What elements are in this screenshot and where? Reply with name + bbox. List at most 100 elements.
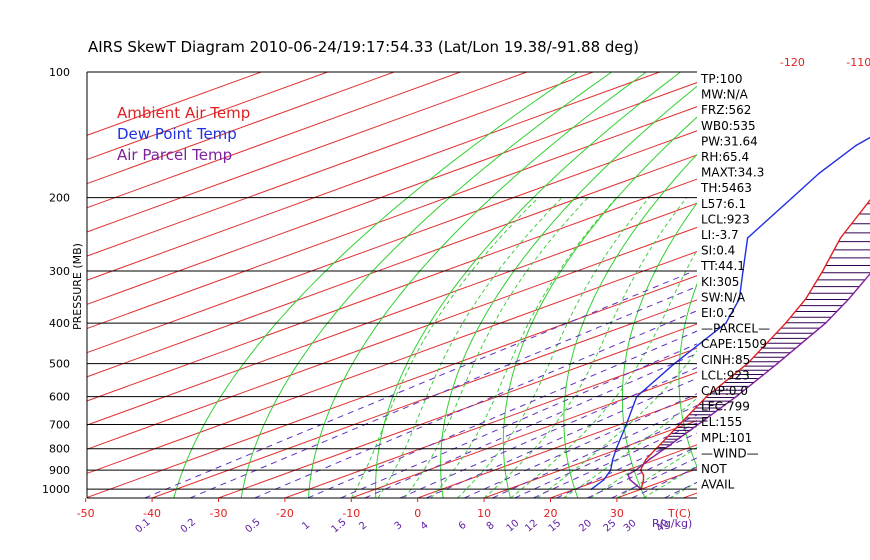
series-point-ambient-air-temp <box>746 362 749 365</box>
mixing-ratio-unit-label: R(g/kg) <box>652 517 692 530</box>
moist-adiabat-line <box>643 465 697 498</box>
series-point-ambient-air-temp <box>784 322 787 325</box>
mixing-ratio-tick-label: 0.2 <box>179 517 198 536</box>
bottom-temp-tick-label: 10 <box>477 507 491 520</box>
isotherm-line <box>87 72 660 281</box>
isotherm-line <box>87 72 395 185</box>
isotherm-line <box>417 395 697 498</box>
index-label: L57:6.1 <box>701 197 746 211</box>
isotherm-line <box>151 299 697 498</box>
index-label: TH:5463 <box>700 181 752 195</box>
isotherm-line <box>87 275 697 498</box>
mixing-ratio-line <box>254 310 697 498</box>
series-line-ambient-air-temp <box>639 199 870 490</box>
series-line-dew-point-temp <box>590 136 870 490</box>
top-temp-tick-label: -120 <box>780 56 805 69</box>
isotherm-line <box>87 82 697 305</box>
index-label: NOT <box>701 462 727 476</box>
legend-item-air-parcel-temp: Air Parcel Temp <box>117 146 232 164</box>
bottom-temp-tick-label: 30 <box>610 507 624 520</box>
bottom-temp-tick-label: -20 <box>276 507 294 520</box>
index-label: EI:0.2 <box>701 306 735 320</box>
isotherm-line <box>816 72 870 498</box>
pressure-tick-label: 900 <box>49 464 70 477</box>
index-label: FRZ:562 <box>701 103 751 117</box>
series-point-ambient-air-temp <box>821 270 824 272</box>
bottom-temp-tick-label: 0 <box>414 507 421 520</box>
index-label: LI:-3.7 <box>701 228 739 242</box>
moist-adiabat-line <box>457 197 650 498</box>
mixing-ratio-tick-label: 30 <box>622 518 639 535</box>
mixing-ratio-tick-label: 12 <box>523 518 540 535</box>
pressure-tick-label: 100 <box>49 66 70 79</box>
isotherm-line <box>87 72 461 209</box>
dry-adiabat-line <box>621 202 697 498</box>
bottom-temp-tick-label: -10 <box>342 507 360 520</box>
series-point-dew-point-temp <box>602 479 605 481</box>
mixing-ratio-line <box>364 352 697 498</box>
series-point-ambient-air-temp <box>804 298 807 300</box>
series-point-dew-point-temp <box>611 458 614 461</box>
index-label: RH:65.4 <box>701 150 749 164</box>
series-point-ambient-air-temp <box>839 237 842 239</box>
y-axis-label: PRESSURE (MB) <box>71 243 84 330</box>
mixing-ratio-line <box>340 343 697 498</box>
dry-adiabat-line <box>839 72 870 498</box>
series-line-air-parcel-temp <box>627 272 870 490</box>
mixing-ratio-tick-label: 3 <box>393 520 405 533</box>
index-label: —PARCEL— <box>701 322 770 336</box>
index-label: PW:31.64 <box>701 134 758 148</box>
isotherm-line <box>87 154 697 378</box>
index-label: EL:155 <box>701 415 742 429</box>
isotherm-line <box>87 202 697 426</box>
mixing-ratio-line <box>664 481 697 498</box>
pressure-tick-label: 300 <box>49 265 70 278</box>
mixing-ratio-tick-label: 4 <box>419 520 431 533</box>
moist-adiabat-line <box>563 397 697 498</box>
mixing-ratio-line <box>492 405 697 498</box>
series-point-dew-point-temp <box>818 172 820 175</box>
isotherm-line <box>87 72 527 233</box>
moist-adiabat-line <box>616 446 697 498</box>
series-point-air-parcel-temp <box>697 423 699 426</box>
isotherm-line <box>351 371 697 498</box>
mixing-ratio-tick-label: 15 <box>547 518 564 535</box>
index-label: CINH:85 <box>701 353 750 367</box>
pressure-tick-label: 700 <box>49 419 70 432</box>
isotherm-line <box>87 251 697 474</box>
mixing-ratio-tick-label: 0.5 <box>243 517 262 536</box>
mixing-ratio-tick-label: 2 <box>357 520 369 533</box>
index-label: WB0:535 <box>701 119 756 133</box>
dry-adiabat-line <box>563 153 697 498</box>
bottom-temp-tick-label: -30 <box>210 507 228 520</box>
series-point-air-parcel-temp <box>824 322 827 325</box>
bottom-temp-tick-label: 20 <box>543 507 557 520</box>
cape-hatch <box>657 203 870 449</box>
series-point-dew-point-temp <box>791 196 794 199</box>
isotherm-line <box>87 226 697 450</box>
bottom-temp-tick-label: -40 <box>143 507 161 520</box>
mixing-ratio-tick-label: 20 <box>577 518 594 535</box>
series-point-air-parcel-temp <box>648 458 650 461</box>
index-label: KI:305 <box>701 275 739 289</box>
series-point-dew-point-temp <box>738 298 741 300</box>
series-point-air-parcel-temp <box>848 298 850 300</box>
x-axis-unit-label: T(C) <box>667 507 691 520</box>
index-label: AVAIL <box>701 478 735 492</box>
mixing-ratio-line <box>464 393 697 498</box>
top-temp-tick-label: -110 <box>846 56 870 69</box>
mixing-ratio-tick-label: 1 <box>300 520 312 533</box>
mixing-ratio-line <box>514 414 697 498</box>
dry-adiabat-line <box>787 72 870 498</box>
moist-adiabat-line <box>404 197 589 498</box>
moist-adiabat-line <box>510 249 697 498</box>
isotherm-line <box>750 72 870 498</box>
dry-adiabat-line <box>440 85 697 498</box>
legend: Ambient Air Temp Dew Point Temp Air Parc… <box>117 104 250 164</box>
mixing-ratio-tick-label: 6 <box>457 520 469 533</box>
index-label: LCL:923 <box>701 368 750 382</box>
moist-adiabat-line <box>536 349 697 498</box>
isotherm-line <box>284 347 697 498</box>
